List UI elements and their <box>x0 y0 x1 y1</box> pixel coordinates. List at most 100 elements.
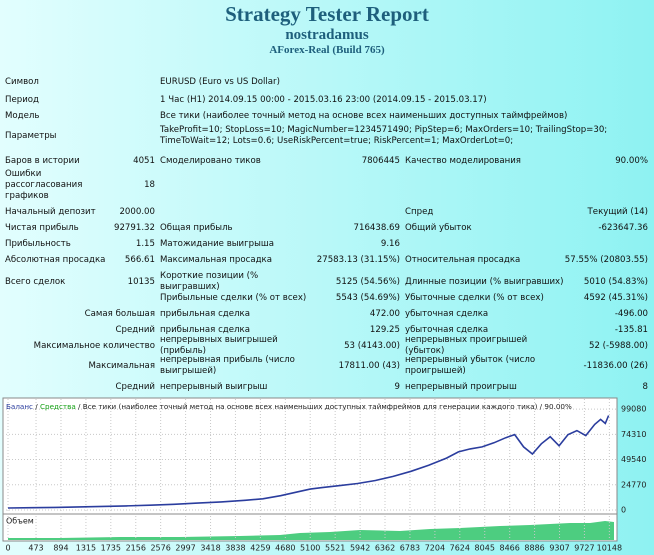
label-cell: Общая прибыль <box>160 222 233 233</box>
y-tick-label: 99080 <box>621 405 646 414</box>
value-cell: -11836.00 (26) <box>583 360 648 371</box>
value-cell: 2000.00 <box>119 206 155 217</box>
label-cell: Абсолютная просадка <box>5 254 106 265</box>
value-cell: -496.00 <box>614 308 648 319</box>
separator: / <box>76 402 83 411</box>
label-cell: непрерывный выигрыш <box>160 381 268 392</box>
x-tick-label: 2156 <box>126 544 146 553</box>
label-cell: Длинные позиции (% выигравших) <box>405 276 564 287</box>
separator: / <box>33 402 40 411</box>
caption-text: 90.00% <box>544 402 572 411</box>
x-tick-label: 5521 <box>325 544 345 553</box>
value-cell: 716438.69 <box>353 222 400 233</box>
value-cell: 129.25 <box>369 324 400 335</box>
volume-area <box>8 521 614 540</box>
x-tick-label: 6362 <box>375 544 395 553</box>
label-cell: Относительная просадка <box>405 254 521 265</box>
value-cell: 10135 <box>127 276 155 287</box>
label-cell: Начальный депозит <box>5 206 96 217</box>
value-cell: 57.55% (20803.55) <box>564 254 648 265</box>
x-tick-label: 7204 <box>425 544 445 553</box>
label-cell: Всего сделок <box>5 276 66 287</box>
x-tick-label: 5100 <box>300 544 320 553</box>
value-cell: 92791.32 <box>113 222 155 233</box>
value-cell: 566.61 <box>124 254 155 265</box>
label-cell: убыточная сделка <box>405 324 489 335</box>
legend-entry: Баланс <box>6 402 33 411</box>
x-tick-label: 8045 <box>475 544 495 553</box>
label-cell: непрерывных выигрышей (прибыль) <box>160 335 278 356</box>
x-tick-label: 1735 <box>101 544 121 553</box>
label-cell: Параметры <box>5 130 57 141</box>
value-cell: 52 (-5988.00) <box>588 340 648 351</box>
value-cell: 9.16 <box>380 238 400 249</box>
label-cell: Средний <box>115 324 155 335</box>
chart: 0 473 894 1315 1735 2156 2576 2997 3418 3838 4259 4… <box>2 397 646 553</box>
x-tick-label: 10148 <box>597 544 622 553</box>
x-tick-label: 4680 <box>275 544 295 553</box>
label-cell: Баров в истории <box>5 155 80 166</box>
y-tick-label: 24770 <box>621 480 646 489</box>
x-tick-label: 7624 <box>450 544 470 553</box>
x-tick-label: 1315 <box>76 544 96 553</box>
balance-line <box>7 415 610 509</box>
label-cell: Средний <box>115 381 155 392</box>
label-cell: Смоделировано тиков <box>160 155 261 166</box>
label-cell: Самая большая <box>84 308 155 319</box>
report-title: Strategy Tester Report <box>225 2 429 26</box>
label-cell: Короткие позиции (% выигравших) <box>160 271 259 292</box>
label-cell: Период <box>5 94 39 105</box>
label-cell: убыточная сделка <box>405 308 489 319</box>
value-cell: 27583.13 (31.15%) <box>316 254 400 265</box>
x-tick-label: 894 <box>53 544 68 553</box>
label-cell: Чистая прибыль <box>5 222 79 233</box>
value-cell: 17811.00 (43) <box>338 360 400 371</box>
value-cell: Текущий (14) <box>587 206 648 217</box>
volume-label: Объем <box>6 517 34 526</box>
chart-caption: Баланс / Средства / Все тики (наиболее т… <box>6 402 572 411</box>
label-cell: Общий убыток <box>405 222 472 233</box>
label-cell: Спред <box>405 206 434 217</box>
label-cell: непрерывный убыток (число проигрышей) <box>405 355 536 376</box>
label-cell: 1 Час (H1) 2014.09.15 00:00 - 2015.03.16… <box>160 94 487 105</box>
value-cell: 4592 (45.31%) <box>583 292 648 303</box>
label-cell: прибыльная сделка <box>160 308 250 319</box>
label-cell: непрерывный проигрыш <box>405 381 517 392</box>
value-cell: -623647.36 <box>598 222 648 233</box>
value-cell: 53 (4143.00) <box>344 340 400 351</box>
label-cell: Максимальная просадка <box>160 254 272 265</box>
label-cell: непрерывная прибыль (число выигрышей) <box>160 355 295 376</box>
x-tick-label: 3418 <box>200 544 220 553</box>
x-tick-label: 9727 <box>574 544 594 553</box>
label-cell: Ошибки рассогласования графиков <box>5 168 83 201</box>
value-cell: 8 <box>642 381 648 392</box>
value-cell: 9 <box>394 381 400 392</box>
label-cell: Прибыльность <box>5 238 71 249</box>
y-tick-label: 0 <box>621 506 626 515</box>
label-cell: Максимальное количество <box>33 340 155 351</box>
server-name: AForex-Real (Build 765) <box>269 44 385 56</box>
label-cell: Прибыльные сделки (% от всех) <box>160 292 307 303</box>
value-cell: 18 <box>144 179 155 190</box>
value-cell: 5010 (54.83%) <box>583 276 648 287</box>
separator: / <box>537 402 544 411</box>
value-cell: 4051 <box>133 155 155 166</box>
y-tick-label: 49540 <box>621 455 646 464</box>
x-tick-label: 473 <box>28 544 43 553</box>
chart-frame <box>2 397 618 542</box>
y-tick-label: 74310 <box>621 430 646 439</box>
x-tick-label: 3838 <box>225 544 245 553</box>
value-cell: 1.15 <box>135 238 155 249</box>
x-tick-label: 9307 <box>549 544 569 553</box>
value-cell: 5543 (54.69%) <box>335 292 400 303</box>
x-tick-label: 2576 <box>150 544 170 553</box>
label-cell: Модель <box>5 110 40 121</box>
value-cell: 90.00% <box>615 155 648 166</box>
label-cell: Все тики (наиболее точный метод на основ… <box>160 110 568 121</box>
label-cell: Матожидание выигрыша <box>160 238 275 249</box>
expert-name: nostradamus <box>285 27 369 43</box>
caption-text: Все тики (наиболее точный метод на основ… <box>83 402 538 411</box>
x-tick-label: 8886 <box>524 544 544 553</box>
label-cell: EURUSD (Euro vs US Dollar) <box>160 76 280 87</box>
